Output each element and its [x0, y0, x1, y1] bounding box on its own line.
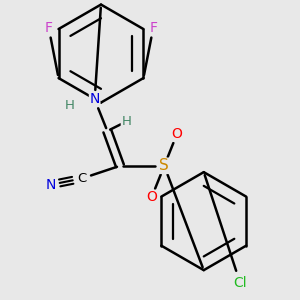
Text: O: O: [171, 127, 182, 141]
Text: O: O: [146, 190, 157, 204]
Text: F: F: [149, 21, 157, 35]
Text: C: C: [77, 172, 87, 185]
Text: S: S: [159, 158, 169, 173]
Text: H: H: [64, 99, 74, 112]
Text: F: F: [45, 21, 53, 35]
Text: N: N: [45, 178, 56, 192]
Text: Cl: Cl: [233, 276, 247, 290]
Text: N: N: [89, 92, 100, 106]
Text: H: H: [121, 115, 131, 128]
